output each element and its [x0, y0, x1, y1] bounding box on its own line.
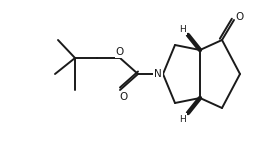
- Text: H: H: [180, 25, 186, 33]
- Text: O: O: [236, 12, 244, 22]
- Text: H: H: [180, 115, 186, 123]
- Text: N: N: [154, 69, 162, 79]
- Text: O: O: [120, 92, 128, 102]
- Text: O: O: [116, 47, 124, 57]
